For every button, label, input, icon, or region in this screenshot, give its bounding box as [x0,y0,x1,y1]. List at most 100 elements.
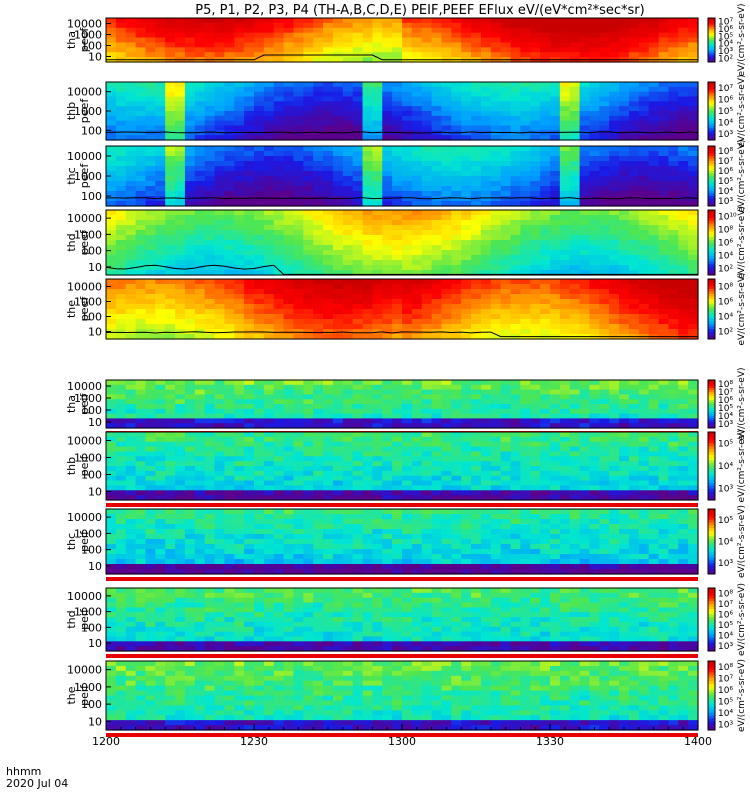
heat-cell [263,423,275,429]
heat-cell [421,270,433,276]
heat-cell [234,334,245,340]
heat-cell [214,171,225,177]
heat-cell [421,314,433,320]
heat-cell [273,230,285,236]
heat-cell [313,161,324,167]
heat-cell [303,161,314,167]
heat-cell [500,125,512,131]
heat-cell [500,446,512,453]
heat-cell [283,399,295,405]
heat-cell [599,176,610,182]
heat-cell [619,37,630,44]
heat-cell [461,466,472,472]
heat-cell [392,470,403,477]
colorbar-segment [708,253,715,257]
heat-cell [392,432,403,438]
heat-cell [273,255,285,261]
heat-cell [550,91,561,98]
heat-cell [194,289,206,295]
heat-cell [194,130,206,136]
heat-cell [194,399,206,405]
heat-cell [609,270,620,276]
heat-cell [638,299,650,305]
heat-cell [688,215,699,221]
heat-cell [106,52,117,58]
heat-cell [628,115,640,122]
heat-cell [332,191,344,197]
heat-cell [451,186,462,192]
heat-cell [204,235,216,241]
colorbar-tick-label: 10⁶ [718,239,733,249]
heat-cell [263,22,275,29]
heat-cell [342,96,354,102]
heat-cell [254,319,265,325]
heat-cell [313,210,324,216]
colorbar-segment [708,19,715,23]
heat-cell [540,230,551,236]
colorbar-segment [708,316,715,320]
heat-cell [135,106,147,112]
heat-cell [402,37,413,44]
heat-cell [628,32,640,39]
heat-cell [382,42,393,48]
heat-cell [332,279,344,285]
heat-cell [599,289,610,295]
heat-cell [244,309,255,315]
heat-cell [411,480,423,487]
heat-cell [619,255,630,261]
heat-cell [480,279,492,285]
heat-cell [313,196,324,202]
heat-cell [254,57,265,63]
heat-cell [145,384,156,391]
heat-cell [648,314,660,320]
heat-cell [569,408,581,415]
heat-cell [402,324,413,330]
heat-cell [530,265,541,271]
heat-cell [115,235,127,241]
heat-cell [559,319,571,325]
heat-cell [520,299,531,305]
heat-cell [224,161,235,167]
heat-cell [145,146,156,152]
heat-cell [599,314,610,320]
heat-cell [372,37,383,44]
heat-cell [313,47,324,53]
heat-cell [550,399,561,405]
heat-cell [352,47,364,53]
heat-cell [372,270,383,276]
heat-cell [214,181,225,187]
heat-cell [254,314,265,320]
heat-cell [115,334,127,340]
heat-cell [688,250,699,256]
heat-cell [204,156,216,162]
heat-cell [145,451,156,457]
heat-cell [254,106,265,112]
heat-cell [411,446,423,453]
heat-cell [451,451,462,457]
heat-cell [668,215,679,221]
heat-cell [569,299,581,305]
heat-cell [648,230,660,236]
heat-cell [648,22,660,29]
heat-cell [342,91,354,98]
heat-cell [352,456,364,462]
heat-cell [125,441,137,448]
heat-cell [520,225,531,231]
heat-cell [520,436,531,443]
heat-cell [224,475,235,482]
heat-cell [402,215,413,221]
heat-cell [234,18,245,24]
heat-cell [125,314,137,320]
heat-cell [540,176,551,182]
heat-cell [382,96,393,102]
heat-cell [204,220,216,226]
heat-cell [145,82,156,88]
heat-cell [402,120,413,127]
colorbar-segment [708,108,715,112]
heat-cell [372,27,383,34]
heat-cell [135,120,147,127]
heat-cell [382,196,393,202]
heat-cell [510,255,521,261]
heat-cell [609,146,620,152]
